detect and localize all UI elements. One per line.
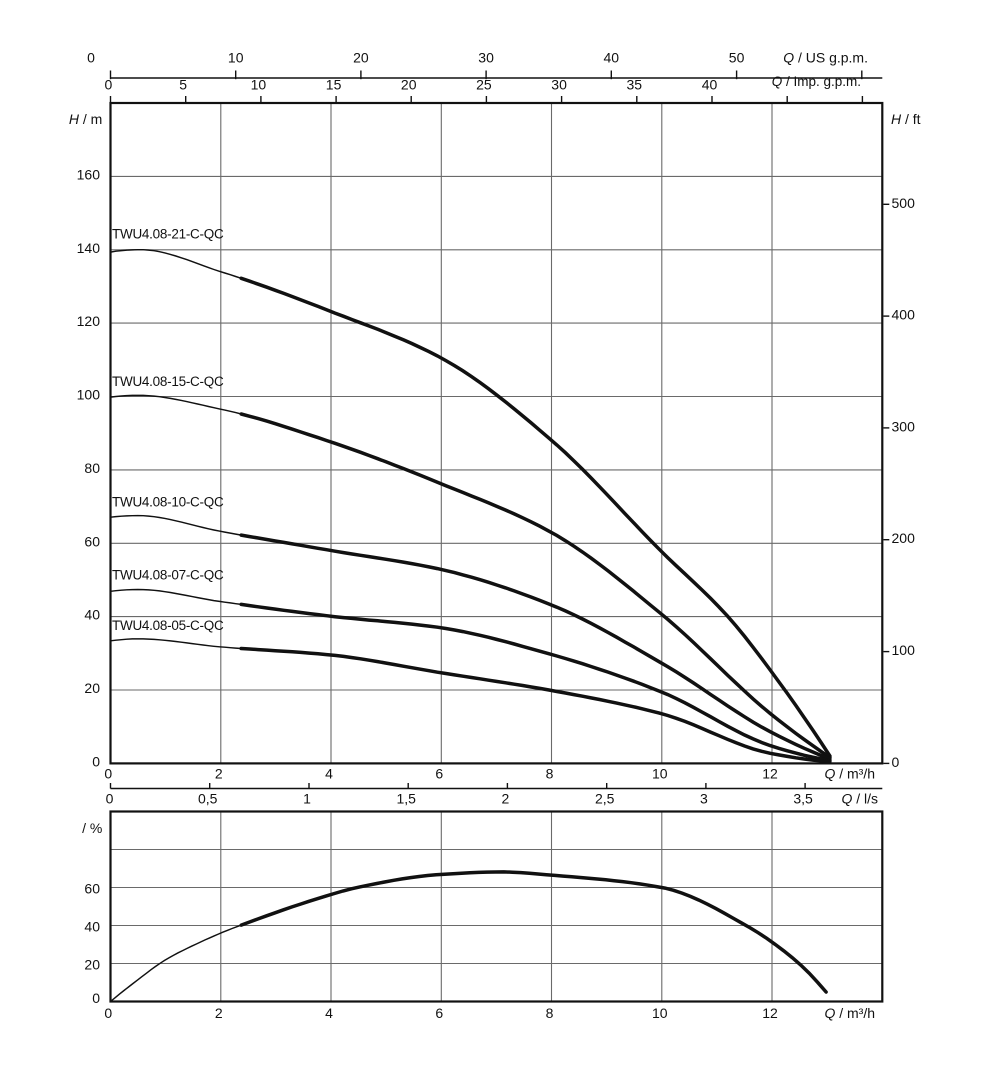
svg-text:200: 200 xyxy=(892,530,916,546)
svg-text:Q / l/s: Q / l/s xyxy=(841,791,878,807)
svg-text:8: 8 xyxy=(546,766,554,782)
svg-text:2,5: 2,5 xyxy=(595,791,615,807)
svg-text:10: 10 xyxy=(652,1005,668,1021)
svg-text:12: 12 xyxy=(762,1005,778,1021)
svg-text:2: 2 xyxy=(215,1005,223,1021)
svg-text:15: 15 xyxy=(326,77,342,93)
svg-text:TWU4.08-07-C-QC: TWU4.08-07-C-QC xyxy=(112,568,224,583)
svg-text:400: 400 xyxy=(892,307,916,323)
svg-text:5: 5 xyxy=(179,77,187,93)
svg-text:500: 500 xyxy=(892,195,916,211)
svg-text:80: 80 xyxy=(84,460,100,476)
svg-text:3: 3 xyxy=(700,791,708,807)
svg-text:30: 30 xyxy=(551,77,567,93)
svg-text:50: 50 xyxy=(729,50,745,66)
svg-text:60: 60 xyxy=(84,533,100,549)
svg-text:0: 0 xyxy=(106,791,114,807)
svg-text:Q / US g.p.m.: Q / US g.p.m. xyxy=(783,50,868,66)
svg-text:10: 10 xyxy=(251,77,267,93)
svg-text:0,5: 0,5 xyxy=(198,791,218,807)
svg-text:1,5: 1,5 xyxy=(396,791,416,807)
svg-text:2: 2 xyxy=(502,791,510,807)
svg-text:140: 140 xyxy=(77,240,101,256)
svg-text:4: 4 xyxy=(325,1005,333,1021)
svg-text:TWU4.08-10-C-QC: TWU4.08-10-C-QC xyxy=(112,495,224,510)
svg-text:8: 8 xyxy=(546,1005,554,1021)
svg-text:6: 6 xyxy=(435,1005,443,1021)
svg-text:10: 10 xyxy=(228,50,244,66)
svg-text:TWU4.08-05-C-QC: TWU4.08-05-C-QC xyxy=(112,618,224,633)
svg-text:60: 60 xyxy=(84,881,100,897)
svg-text:10: 10 xyxy=(652,766,668,782)
svg-text:Q / m³/h: Q / m³/h xyxy=(824,766,875,782)
svg-text:3,5: 3,5 xyxy=(793,791,813,807)
svg-text:25: 25 xyxy=(476,77,492,93)
svg-text:1: 1 xyxy=(303,791,311,807)
svg-text:120: 120 xyxy=(77,313,101,329)
svg-text:0: 0 xyxy=(104,766,112,782)
svg-text:TWU4.08-21-C-QC: TWU4.08-21-C-QC xyxy=(112,227,224,242)
svg-text:35: 35 xyxy=(627,77,643,93)
svg-text:20: 20 xyxy=(84,680,100,696)
svg-text:0: 0 xyxy=(104,1005,112,1021)
svg-text:Q / Imp. g.p.m.: Q / Imp. g.p.m. xyxy=(772,74,861,89)
svg-text:0: 0 xyxy=(92,753,100,769)
svg-text:0: 0 xyxy=(892,754,900,770)
svg-text:20: 20 xyxy=(84,957,100,973)
svg-text:0: 0 xyxy=(105,77,113,93)
svg-text:2: 2 xyxy=(215,766,223,782)
svg-text:40: 40 xyxy=(604,50,620,66)
svg-text:40: 40 xyxy=(84,607,100,623)
svg-text:6: 6 xyxy=(435,766,443,782)
svg-text:H / ft: H / ft xyxy=(891,111,921,127)
svg-text:160: 160 xyxy=(77,166,101,182)
svg-text:0: 0 xyxy=(92,990,100,1006)
svg-text:30: 30 xyxy=(478,50,494,66)
svg-text:40: 40 xyxy=(702,77,718,93)
svg-text:Q / m³/h: Q / m³/h xyxy=(824,1005,875,1021)
svg-text:H / m: H / m xyxy=(69,111,102,127)
svg-text:40: 40 xyxy=(84,919,100,935)
svg-text:/ %: / % xyxy=(82,820,102,836)
svg-text:0: 0 xyxy=(87,50,95,66)
svg-text:100: 100 xyxy=(77,387,101,403)
svg-text:300: 300 xyxy=(892,418,916,434)
svg-text:TWU4.08-15-C-QC: TWU4.08-15-C-QC xyxy=(112,374,224,389)
svg-text:20: 20 xyxy=(401,77,417,93)
svg-text:20: 20 xyxy=(353,50,369,66)
svg-text:4: 4 xyxy=(325,766,333,782)
svg-text:12: 12 xyxy=(762,766,778,782)
svg-text:100: 100 xyxy=(892,642,916,658)
